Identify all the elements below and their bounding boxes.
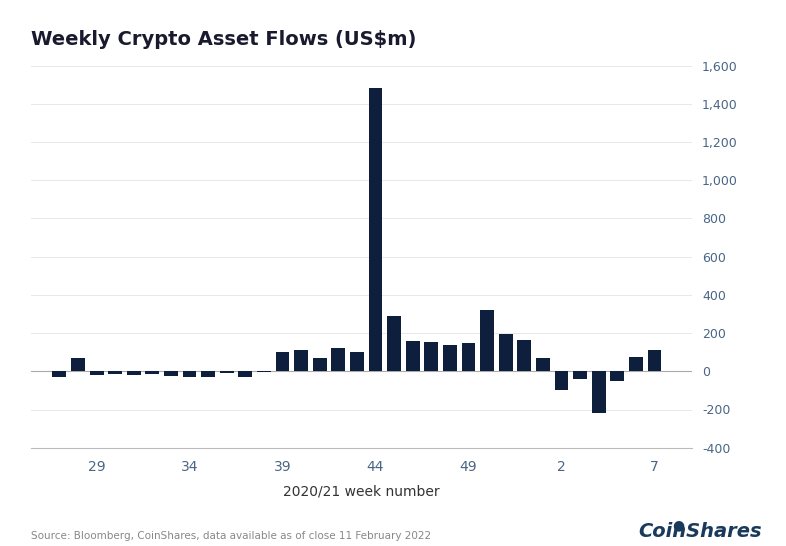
Bar: [517, 340, 531, 371]
Bar: [629, 357, 643, 371]
Bar: [71, 358, 85, 371]
Bar: [592, 371, 606, 413]
Bar: [332, 348, 345, 371]
Bar: [648, 351, 662, 371]
Bar: [369, 88, 383, 371]
Bar: [90, 371, 104, 375]
Bar: [554, 371, 568, 390]
Bar: [53, 371, 66, 377]
Bar: [610, 371, 624, 381]
Bar: [424, 342, 439, 371]
Bar: [294, 351, 308, 371]
Bar: [313, 358, 327, 371]
Bar: [164, 371, 178, 376]
Bar: [350, 352, 364, 371]
Text: Weekly Crypto Asset Flows (US$m): Weekly Crypto Asset Flows (US$m): [31, 29, 417, 49]
Bar: [257, 371, 271, 372]
Bar: [536, 358, 550, 371]
Bar: [127, 371, 141, 375]
Bar: [480, 310, 494, 371]
Bar: [387, 316, 401, 371]
Bar: [276, 352, 289, 371]
Bar: [201, 371, 215, 377]
Bar: [220, 371, 233, 373]
Bar: [108, 371, 122, 374]
Bar: [461, 343, 476, 371]
Bar: [406, 341, 420, 371]
Text: Source: Bloomberg, CoinShares, data available as of close 11 February 2022: Source: Bloomberg, CoinShares, data avai…: [31, 531, 432, 541]
Bar: [443, 345, 457, 371]
Text: CoinShares: CoinShares: [639, 521, 762, 541]
Bar: [573, 371, 587, 379]
Text: ●: ●: [672, 518, 684, 532]
Bar: [145, 371, 160, 374]
Bar: [499, 334, 512, 371]
Bar: [182, 371, 196, 377]
Bar: [238, 371, 252, 377]
X-axis label: 2020/21 week number: 2020/21 week number: [283, 485, 440, 498]
